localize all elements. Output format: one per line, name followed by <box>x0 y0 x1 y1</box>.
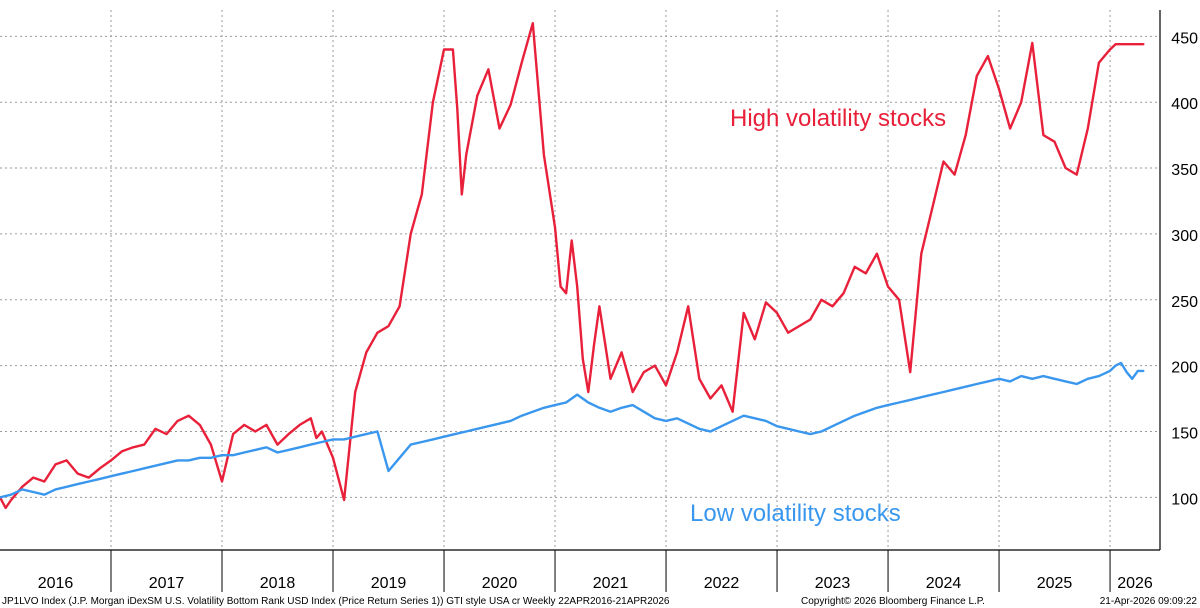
x-tick-label: 2020 <box>482 575 518 592</box>
x-tick-label: 2017 <box>149 575 185 592</box>
x-tick-label: 2024 <box>926 575 962 592</box>
footer-timestamp: 21-Apr-2026 09:09:22 <box>1100 596 1198 607</box>
y-tick-label: 400 <box>1171 96 1198 113</box>
grid-lines <box>0 10 1160 550</box>
x-tick-label: 2019 <box>371 575 407 592</box>
y-tick-label: 350 <box>1171 162 1198 179</box>
footer-copyright: Copyright© 2026 Bloomberg Finance L.P. <box>801 596 985 607</box>
y-tick-label: 100 <box>1171 491 1198 508</box>
low-volatility-line <box>0 361 1145 499</box>
y-tick-label: 200 <box>1171 360 1198 377</box>
x-tick-label: 2025 <box>1037 575 1073 592</box>
footer-source: JP1LVO Index (J.P. Morgan iDexSM U.S. Vo… <box>2 596 670 607</box>
x-tick-label: 2023 <box>815 575 851 592</box>
y-tick-label: 150 <box>1171 425 1198 442</box>
high-volatility-annotation: High volatility stocks <box>730 105 946 132</box>
x-tick-label: 2022 <box>704 575 740 592</box>
x-tick-label: 2018 <box>260 575 296 592</box>
x-tick-label: 2021 <box>593 575 629 592</box>
low-volatility-series <box>0 361 1145 499</box>
x-axis-ticks: 2016 2017 2018 2019 2020 2021 2022 2023 2024 2025… <box>38 550 1153 592</box>
y-axis-ticks: 100 150 200 250 300 350 400 450 <box>1171 30 1198 508</box>
x-tick-label: 2026 <box>1117 575 1153 592</box>
high-volatility-line <box>0 22 1145 510</box>
x-tick-label: 2016 <box>38 575 74 592</box>
y-tick-label: 300 <box>1171 228 1198 245</box>
low-volatility-annotation: Low volatility stocks <box>690 500 901 527</box>
high-volatility-series <box>0 22 1145 510</box>
y-tick-label: 250 <box>1171 294 1198 311</box>
y-tick-label: 450 <box>1171 30 1198 47</box>
